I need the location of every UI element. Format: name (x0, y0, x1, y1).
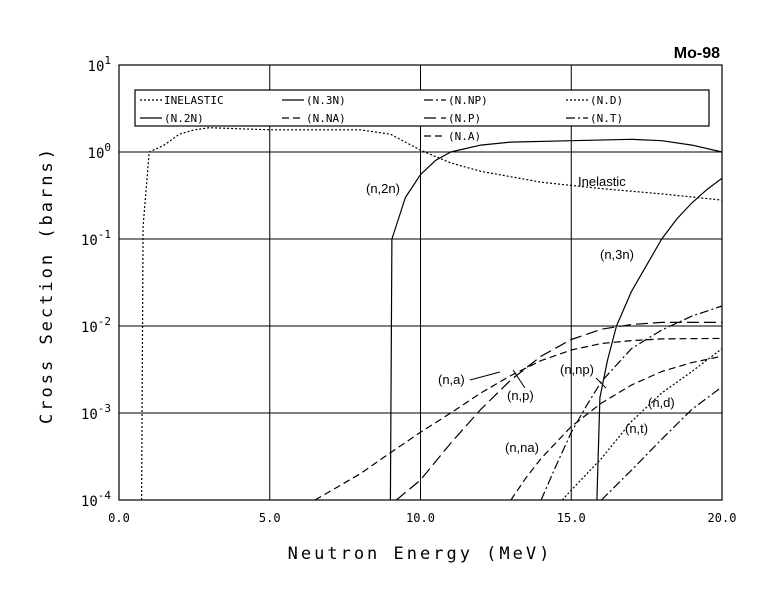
annotation-leader-np (512, 369, 526, 389)
annotation-n3n: (n,3n) (600, 247, 634, 262)
legend-label-inelastic: INELASTIC (164, 94, 224, 107)
annotation-n2n: (n,2n) (366, 181, 400, 196)
x-tick-label: 0.0 (108, 511, 130, 525)
curve-annotations: Inelastic (n,2n) (n,3n) (n,a) (n,p) (n,np) (n,… (366, 174, 675, 455)
y-tick-label: 10-2 (81, 315, 111, 336)
y-axis-label: Cross Section (barns) (37, 146, 57, 424)
series-nd-line (561, 348, 723, 501)
annotation-nnp: (n,np) (560, 362, 594, 377)
annotation-np: (n,p) (507, 388, 534, 403)
x-tick-label: 20.0 (708, 511, 737, 525)
series-n2n-line (389, 138, 723, 501)
annotation-nna: (n,na) (505, 440, 539, 455)
y-tick-label: 10-1 (81, 228, 111, 249)
legend-label-nd: (N.D) (590, 94, 623, 107)
annotation-inelastic: Inelastic (578, 174, 626, 189)
series-n3n-line (596, 177, 723, 501)
legend-label-na: (N.A) (448, 130, 481, 143)
x-tick-label: 5.0 (259, 511, 281, 525)
y-tick-label: 100 (88, 141, 111, 162)
series-nna-line (510, 355, 723, 501)
series-na-line (314, 337, 723, 501)
y-tick-label: 101 (88, 54, 111, 75)
y-tick-label: 10-3 (81, 402, 111, 423)
legend-label-nt: (N.T) (590, 112, 623, 125)
legend-label-nnp: (N.NP) (448, 94, 488, 107)
annotation-na: (n,a) (438, 372, 465, 387)
x-tick-label: 10.0 (406, 511, 435, 525)
annotation-nd: (n,d) (648, 395, 675, 410)
legend-label-n2n: (N.2N) (164, 112, 204, 125)
x-tick-label: 15.0 (557, 511, 586, 525)
annotation-leader-na (469, 371, 501, 381)
x-tick-labels: 0.0 5.0 10.0 15.0 20.0 (108, 511, 736, 525)
annotation-leader-nnp (595, 377, 607, 389)
annotation-nt: (n,t) (625, 421, 648, 436)
y-tick-label: 10-4 (81, 489, 111, 510)
legend-label-n3n: (N.3N) (306, 94, 346, 107)
x-axis-label: Neutron Energy (MeV) (288, 544, 553, 564)
y-tick-labels: 101 100 10-1 10-2 10-3 10-4 (81, 54, 111, 510)
legend-label-np: (N.P) (448, 112, 481, 125)
series-inelastic-line (141, 127, 723, 501)
chart-title: Mo-98 (674, 45, 720, 62)
legend: INELASTIC (N.3N) (N.NP) (N.D) (N.2N) (N.NA) (N… (134, 89, 710, 143)
series-np-line (396, 321, 722, 501)
legend-box (134, 89, 710, 127)
series-nt-line (600, 386, 723, 501)
legend-label-nna: (N.NA) (306, 112, 346, 125)
gridlines (119, 65, 722, 500)
data-series (141, 127, 723, 501)
